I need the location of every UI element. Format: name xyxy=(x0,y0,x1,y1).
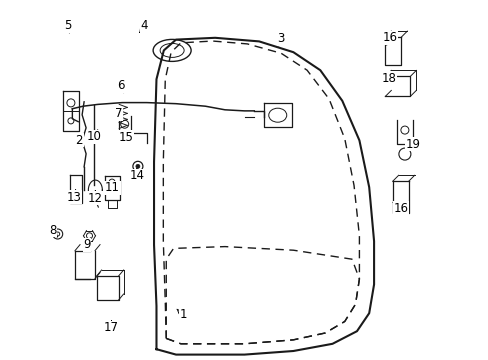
Text: 13: 13 xyxy=(67,190,81,204)
Text: 7: 7 xyxy=(115,107,122,121)
Text: 11: 11 xyxy=(105,181,120,194)
Text: 5: 5 xyxy=(63,19,71,33)
Text: 10: 10 xyxy=(87,130,102,143)
Text: 17: 17 xyxy=(104,320,119,334)
Text: 6: 6 xyxy=(117,79,125,93)
Text: 3: 3 xyxy=(277,32,285,46)
Text: 2: 2 xyxy=(75,133,83,147)
Text: 4: 4 xyxy=(140,19,148,32)
Text: 12: 12 xyxy=(88,191,102,204)
Circle shape xyxy=(136,164,140,168)
Text: 9: 9 xyxy=(83,238,91,251)
Text: 19: 19 xyxy=(405,138,420,150)
Text: 14: 14 xyxy=(129,168,144,182)
Text: 15: 15 xyxy=(119,131,133,144)
Text: 8: 8 xyxy=(49,224,57,237)
Text: 18: 18 xyxy=(381,72,396,85)
Text: 16: 16 xyxy=(382,31,397,45)
Text: 1: 1 xyxy=(177,309,187,321)
Text: 16: 16 xyxy=(392,202,407,215)
